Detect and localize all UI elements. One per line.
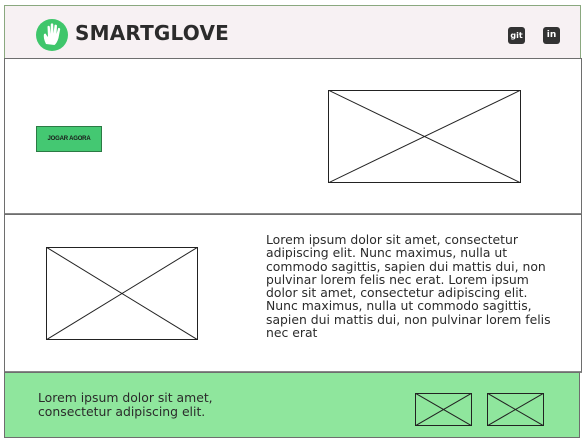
footer-image-placeholder-1[interactable] [415, 393, 472, 426]
play-now-button[interactable]: JOGAR AGORA [36, 126, 102, 152]
hero-section: JOGAR AGORA [4, 58, 582, 215]
brand-title[interactable]: SMARTGLOVE [75, 21, 229, 45]
hand-logo-icon[interactable] [35, 18, 69, 52]
footer-text: Lorem ipsum dolor sit amet, consectetur … [38, 390, 213, 419]
linkedin-icon[interactable]: in [543, 27, 560, 44]
github-icon[interactable]: git [508, 27, 525, 44]
footer: Lorem ipsum dolor sit amet, consectetur … [4, 372, 580, 438]
about-text: Lorem ipsum dolor sit amet, consectetur … [266, 232, 551, 341]
about-section: Lorem ipsum dolor sit amet, consectetur … [4, 214, 582, 373]
about-image-placeholder [46, 247, 198, 340]
footer-image-placeholder-2[interactable] [487, 393, 544, 426]
header: SMARTGLOVE git in [4, 5, 581, 59]
hero-image-placeholder [328, 90, 521, 183]
page-frame: SMARTGLOVE git in JOGAR AGORA Lorem ipsu… [4, 5, 582, 438]
